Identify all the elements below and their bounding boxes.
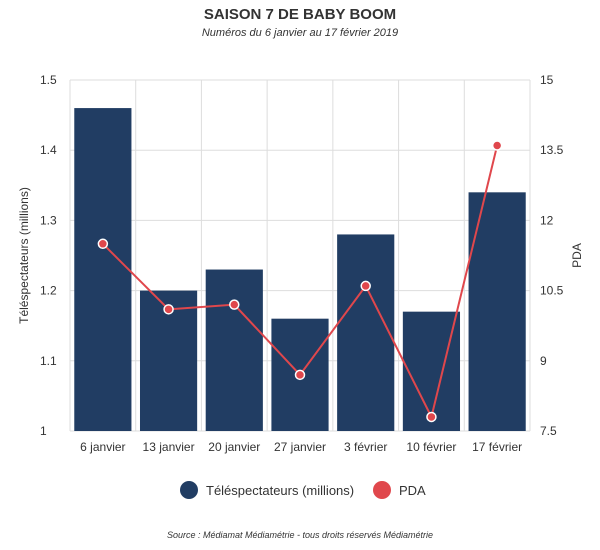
y-tick-label-left: 1 xyxy=(40,424,47,438)
y-axis-title-right: PDA xyxy=(570,243,584,268)
legend-swatch-viewers-icon xyxy=(180,481,198,499)
y-axis-title-left: Téléspectateurs (millions) xyxy=(17,187,31,324)
bar[interactable] xyxy=(337,234,395,431)
x-tick-label: 3 février xyxy=(344,440,387,454)
pda-point[interactable] xyxy=(229,299,240,310)
pda-point[interactable] xyxy=(163,304,174,315)
y-tick-label-right: 7.5 xyxy=(540,424,557,438)
legend-label-pda: PDA xyxy=(399,482,426,498)
pda-point[interactable] xyxy=(426,411,437,423)
y-tick-label-left: 1.2 xyxy=(40,284,57,298)
y-tick-label-right: 10.5 xyxy=(540,284,564,298)
axes: 1 1.1 1.2 1.3 1.4 1.5 7.5 9 10.5 12 13.5 15 6 janvie… xyxy=(17,73,584,454)
bar[interactable] xyxy=(74,108,132,431)
y-tick-label-right: 9 xyxy=(540,354,547,368)
chart-subtitle: Numéros du 6 janvier au 17 février 2019 xyxy=(201,27,399,39)
x-tick-label: 6 janvier xyxy=(80,440,125,454)
bar[interactable] xyxy=(468,192,526,431)
source-note: Source : Médiamat Médiamétrie - tous dro… xyxy=(166,530,434,540)
bar[interactable] xyxy=(205,269,263,431)
y-tick-label-left: 1.1 xyxy=(40,354,57,368)
y-tick-label-left: 1.4 xyxy=(40,143,57,157)
legend-swatch-pda-icon xyxy=(373,481,391,499)
chart-title: SAISON 7 DE BABY BOOM xyxy=(203,6,397,23)
legend-label-viewers: Téléspectateurs (millions) xyxy=(206,482,355,498)
x-tick-label: 20 janvier xyxy=(208,440,260,454)
pda-point[interactable] xyxy=(294,369,306,381)
pda-point[interactable] xyxy=(97,238,109,250)
y-tick-label-right: 15 xyxy=(540,73,554,87)
x-tick-label: 27 janvier xyxy=(274,440,326,454)
y-tick-label-right: 13.5 xyxy=(540,143,564,157)
x-tick-label: 10 février xyxy=(406,440,456,454)
legend: Téléspectateurs (millions) PDA xyxy=(0,479,600,501)
line-series xyxy=(97,140,503,423)
y-tick-label-left: 1.3 xyxy=(40,213,57,227)
legend-item-pda[interactable]: PDA xyxy=(373,479,426,501)
bar[interactable] xyxy=(402,311,461,431)
y-tick-label-right: 12 xyxy=(540,213,554,227)
legend-item-viewers[interactable]: Téléspectateurs (millions) xyxy=(180,479,354,501)
x-tick-label: 17 février xyxy=(472,440,522,454)
pda-point[interactable] xyxy=(491,140,503,151)
chart-area: 1 1.1 1.2 1.3 1.4 1.5 7.5 9 10.5 12 13.5 15 6 janvie… xyxy=(17,73,584,454)
pda-point[interactable] xyxy=(360,280,371,292)
x-tick-label: 13 janvier xyxy=(143,440,195,454)
y-tick-label-left: 1.5 xyxy=(40,73,57,87)
bar-series xyxy=(74,108,526,431)
